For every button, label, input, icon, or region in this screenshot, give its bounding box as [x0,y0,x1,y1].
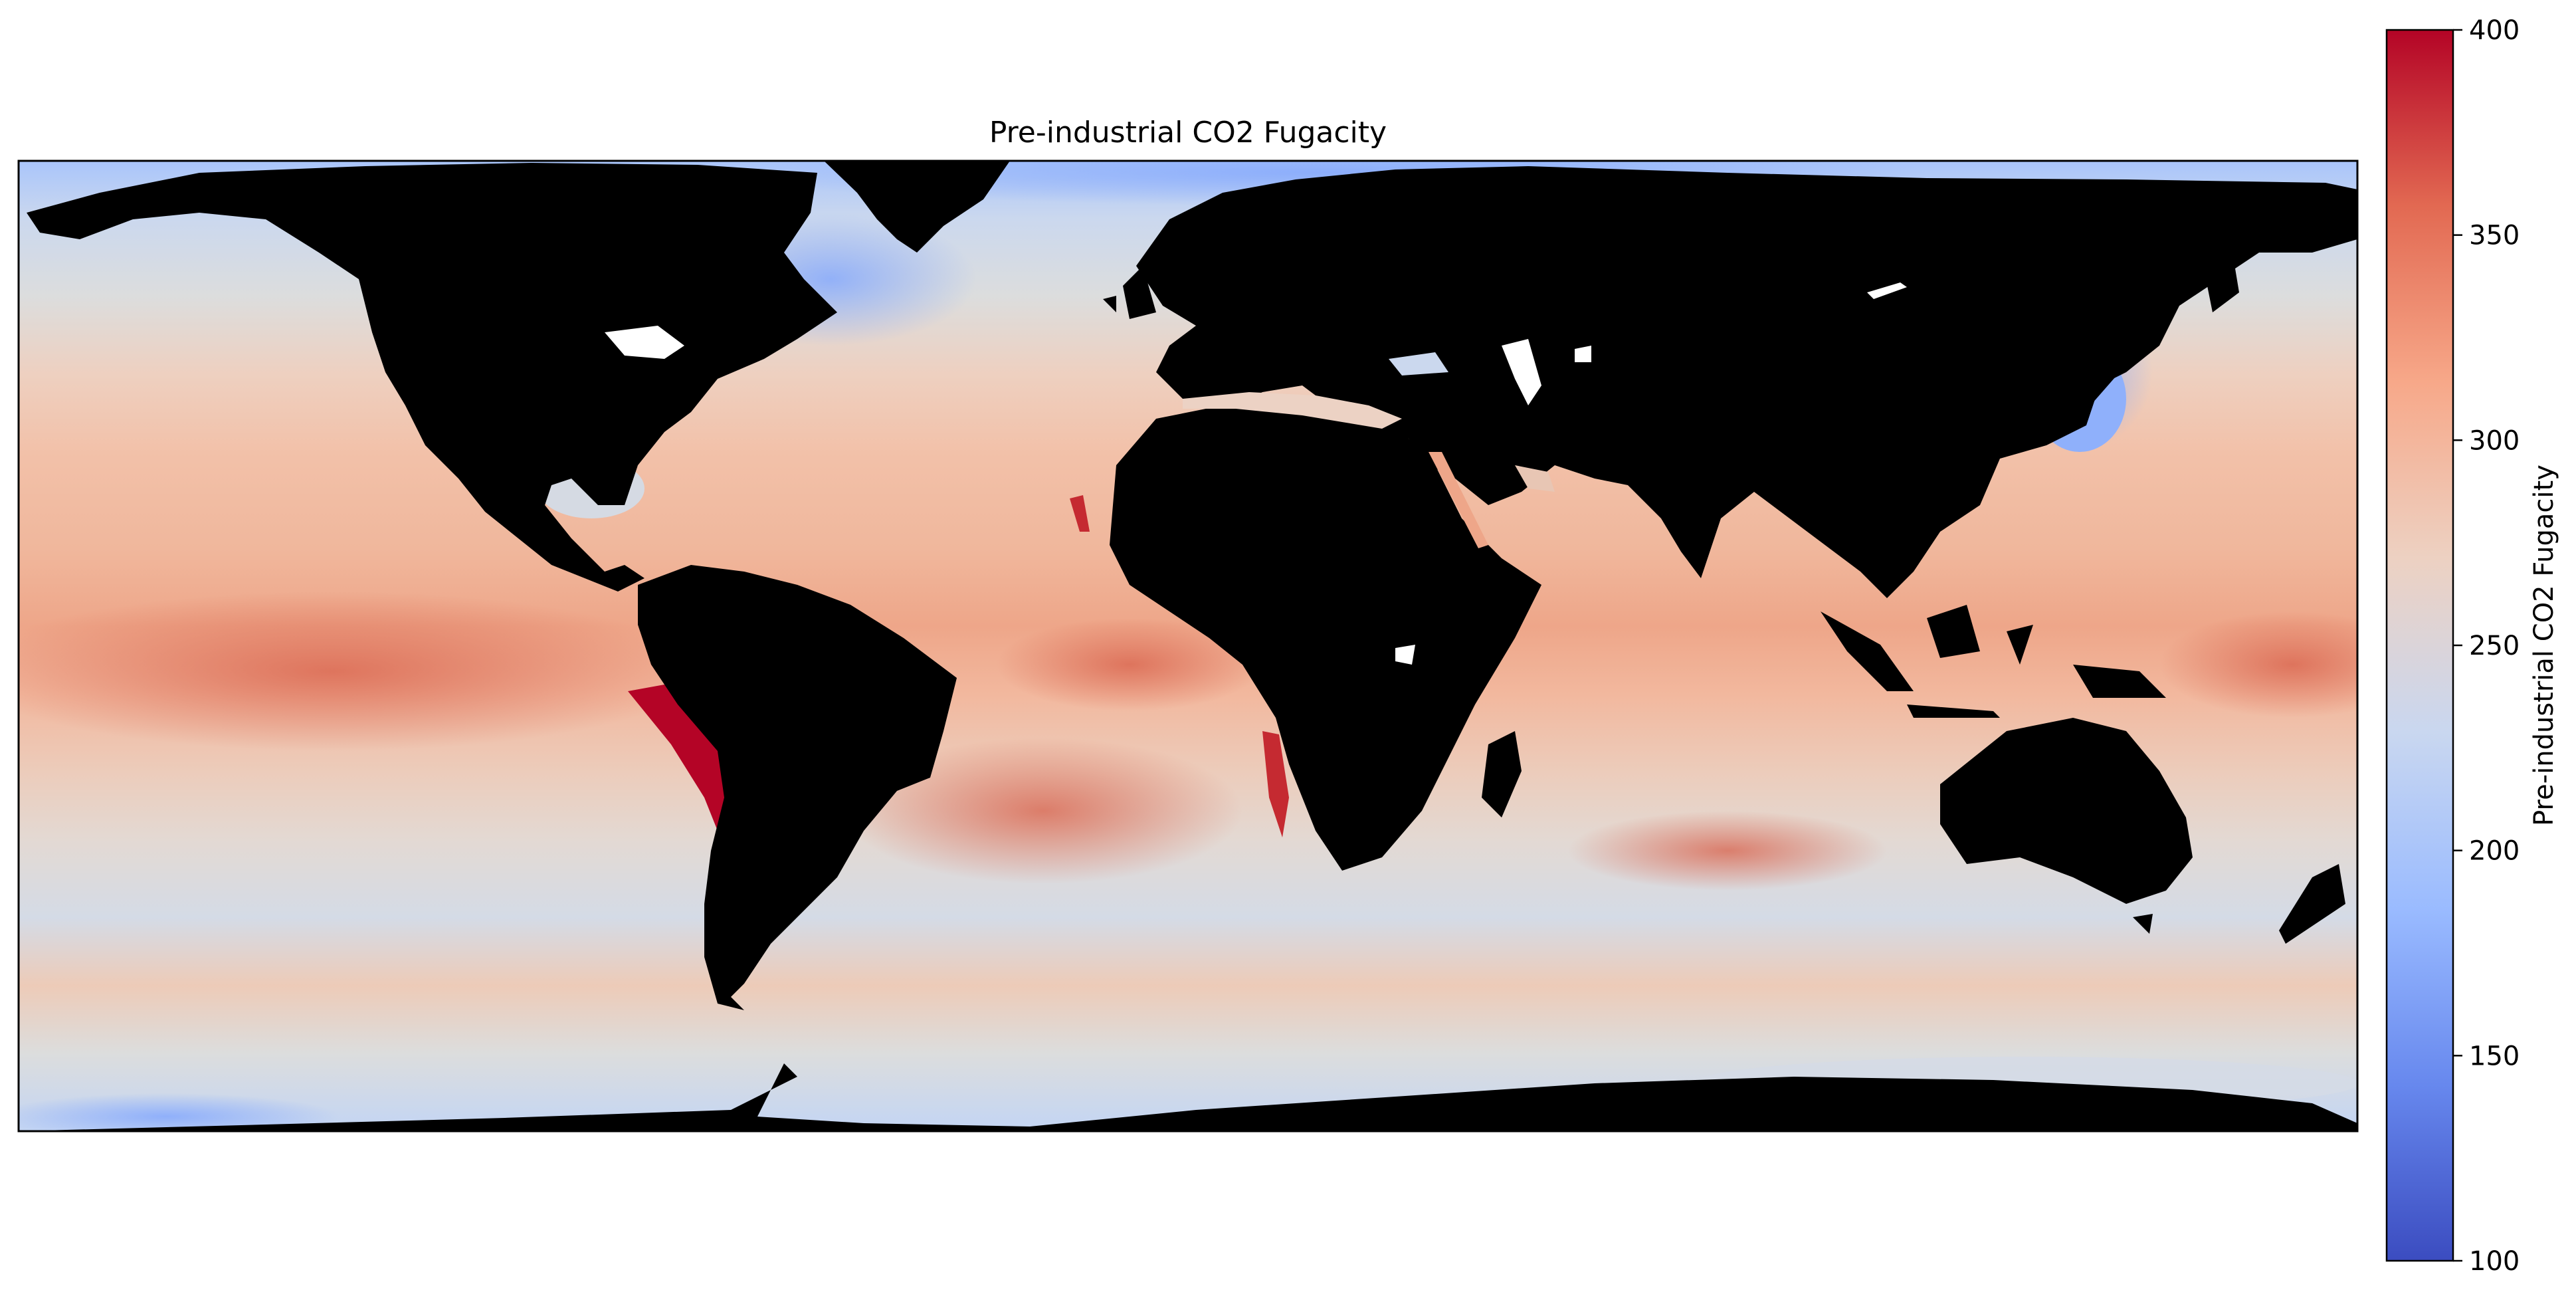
warm-region-equatorial-pacific [19,592,704,751]
lakes [605,282,1907,665]
colorbar-tick-label: 350 [2469,221,2520,251]
lake-baikal [1867,282,1907,299]
benguela-upwelling [1262,731,1289,837]
japan [2060,332,2120,425]
cool-region-southern-ocean-west [19,1093,339,1131]
colorbar-tick-label: 150 [2469,1041,2520,1071]
greenland [824,161,1010,253]
colorbar-label: Pre-industrial CO2 Fugacity [2529,465,2559,826]
colorbar-ticks: 100 150 200 250 300 350 400 [2453,15,2520,1277]
canary-upwelling [1070,495,1090,532]
red-sea [1429,452,1488,548]
aral-sea [1575,346,1591,362]
antarctica [19,1063,2357,1131]
warm-region-indian-ocean [1568,811,1887,891]
colorbar-tick-label: 250 [2469,631,2520,661]
colorbar-tick-label: 400 [2469,15,2520,46]
colorbar-tick-label: 200 [2469,836,2520,867]
africa [1110,405,1541,871]
map-title: Pre-industrial CO2 Fugacity [989,116,1387,150]
mediterranean-sea [1183,392,1402,429]
great-lakes [605,326,684,359]
map-area [19,161,2357,1131]
land-masses [19,161,2357,1131]
warm-region-equatorial-atlantic [997,618,1262,711]
black-sea [1389,352,1448,376]
colorbar-tick-label: 100 [2469,1246,2520,1277]
tasmania [2133,914,2153,934]
peru-upwelling [628,685,728,831]
australia [1940,718,2193,904]
warm-region-south-atlantic [844,738,1242,884]
colorbar-tick-label: 300 [2469,425,2520,456]
caspian-sea [1502,339,1541,405]
kamchatka [2206,253,2239,312]
south-america [638,565,957,1010]
madagascar [1482,731,1522,817]
colorbar: 100 150 200 250 300 350 400 Pre-industrial CO2… [2385,15,2559,1277]
warm-region-west-pacific [2159,611,2357,718]
north-america [27,163,837,592]
new-zealand [2279,864,2345,944]
indonesia [1821,605,2166,718]
uk-ireland [1103,266,1156,319]
persian-gulf [1515,465,1555,492]
map-frame [17,160,2359,1133]
colorbar-gradient [2387,30,2453,1261]
europe-asia [1136,166,2357,598]
lake-victoria [1395,645,1415,665]
